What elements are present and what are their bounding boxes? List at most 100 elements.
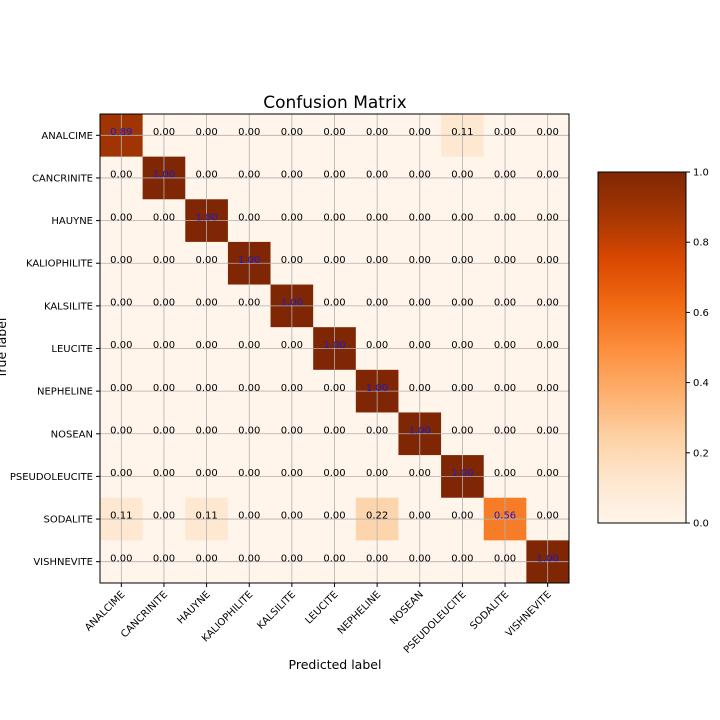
cell-value-labels: 0.89 0.00 0.00 0.00 0.00 0.00 0.00 0.00 0.11 0.00… [110,127,559,564]
cell-value-label: 0.00 [537,170,559,181]
colorbar-tick-label: 0.4 [693,378,709,389]
cell-value-label: 0.00 [409,340,431,351]
cell-value-label: 0.00 [323,127,345,138]
cell-value-label: 0.00 [281,212,303,223]
cell-value-label: 0.00 [323,553,345,564]
cell-value-label: 0.00 [451,383,473,394]
cell-value-label: 0.00 [451,255,473,266]
y-tick-label: NOSEAN [51,429,93,440]
cell-value-label: 0.00 [195,170,217,181]
x-axis-label: Predicted label [289,657,382,672]
cell-value-label: 0.00 [409,255,431,266]
chart-title: Confusion Matrix [263,93,407,113]
cell-value-label: 0.00 [238,170,260,181]
cell-value-label: 0.00 [110,425,132,436]
cell-value-label: 0.00 [238,212,260,223]
cell-value-label: 0.00 [238,511,260,522]
cell-value-label: 0.22 [366,511,388,522]
cell-value-label: 0.00 [281,468,303,479]
cell-value-label: 0.00 [195,383,217,394]
colorbar-tick-label: 0.6 [693,308,709,319]
colorbar-tick-label: 0.0 [693,519,709,530]
cell-value-label: 0.00 [366,255,388,266]
cell-value-label: 1.00 [153,170,175,181]
cell-value-label: 0.56 [494,511,516,522]
cell-value-label: 0.00 [110,170,132,181]
cell-value-label: 0.00 [537,212,559,223]
cell-value-label: 0.00 [153,511,175,522]
cell-value-label: 0.00 [323,298,345,309]
y-tick-label: ANALCIME [41,131,93,142]
cell-value-label: 0.00 [281,340,303,351]
cell-value-label: 1.00 [323,340,345,351]
cell-value-label: 0.00 [238,383,260,394]
cell-value-label: 0.00 [153,340,175,351]
cell-value-label: 0.00 [281,255,303,266]
cell-value-label: 0.00 [323,511,345,522]
x-tick-label: LEUCITE [303,589,340,626]
cell-value-label: 0.00 [366,553,388,564]
y-axis-label: True label [0,318,9,380]
cell-value-label: 0.11 [451,127,473,138]
cell-value-label: 0.00 [494,383,516,394]
y-tick-label: LEUCITE [51,344,93,355]
cell-value-label: 0.00 [110,468,132,479]
cell-value-label: 0.00 [153,212,175,223]
cell-value-label: 0.00 [323,170,345,181]
x-tick-label: NOSEAN [388,589,426,627]
cell-value-label: 0.00 [238,425,260,436]
cell-value-label: 0.00 [494,127,516,138]
cell-value-label: 0.00 [451,170,473,181]
cell-value-label: 0.00 [153,468,175,479]
cell-value-label: 0.00 [494,255,516,266]
cell-value-label: 0.00 [366,298,388,309]
cell-value-label: 1.00 [195,212,217,223]
cell-value-label: 0.00 [494,553,516,564]
cell-value-label: 1.00 [409,425,431,436]
cell-value-label: 0.00 [323,383,345,394]
cell-value-label: 0.00 [153,425,175,436]
cell-value-label: 0.00 [409,127,431,138]
cell-value-label: 0.11 [195,511,217,522]
cell-value-label: 0.00 [281,425,303,436]
cell-value-label: 0.00 [195,553,217,564]
cell-value-label: 0.00 [195,298,217,309]
cell-value-label: 0.00 [494,468,516,479]
cell-value-label: 0.00 [409,170,431,181]
cell-value-label: 0.00 [451,553,473,564]
cell-value-label: 0.00 [195,255,217,266]
cell-value-label: 0.00 [409,298,431,309]
cell-value-label: 0.00 [451,212,473,223]
cell-value-label: 0.00 [366,212,388,223]
cell-value-label: 0.00 [110,383,132,394]
y-tick-label: SODALITE [43,515,93,526]
colorbar-ticks: 0.0 0.2 0.4 0.6 0.8 1.0 [686,168,709,530]
y-tick-label: KALSILITE [44,301,93,312]
cell-value-label: 0.00 [537,425,559,436]
cell-value-label: 0.00 [110,340,132,351]
cell-value-label: 0.00 [153,383,175,394]
cell-value-label: 0.00 [451,340,473,351]
cell-value-label: 0.00 [195,425,217,436]
cell-value-label: 0.00 [195,127,217,138]
y-tick-label: HAUYNE [51,216,93,227]
colorbar [597,171,687,524]
colorbar-tick-label: 1.0 [693,168,709,179]
cell-value-label: 0.00 [537,383,559,394]
cell-value-label: 0.00 [537,298,559,309]
cell-value-label: 0.89 [110,127,132,138]
cell-value-label: 0.00 [537,511,559,522]
cell-value-label: 0.00 [494,298,516,309]
cell-value-label: 0.00 [494,170,516,181]
cell-value-label: 0.00 [366,468,388,479]
cell-value-label: 0.00 [366,340,388,351]
cell-value-label: 0.00 [323,255,345,266]
y-tick-label: VISHNEVITE [33,557,93,568]
cell-value-label: 0.00 [537,340,559,351]
cell-value-label: 0.00 [153,298,175,309]
cell-value-label: 0.00 [153,255,175,266]
cell-value-label: 0.00 [451,425,473,436]
cell-value-label: 0.00 [110,212,132,223]
cell-value-label: 1.00 [281,298,303,309]
